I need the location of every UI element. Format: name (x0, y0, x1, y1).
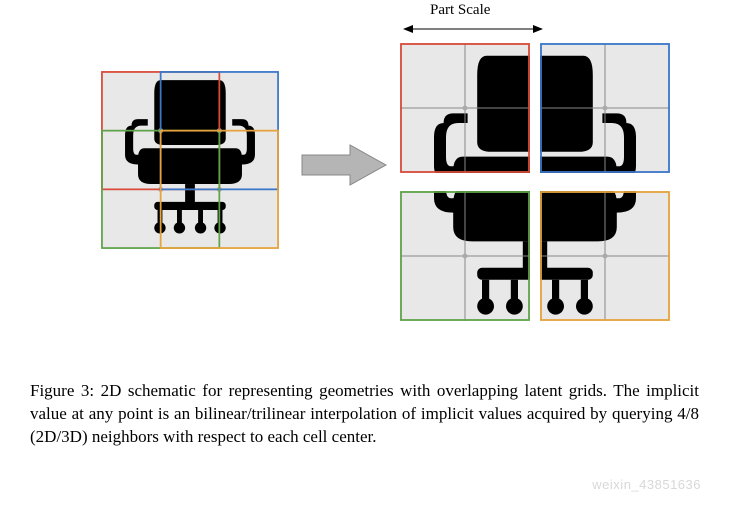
caption-body: 2D schematic for representing geometries… (30, 381, 699, 446)
transition-arrow (300, 143, 390, 187)
panel-tr (540, 43, 670, 173)
part-scale-label: Part Scale (430, 2, 490, 19)
watermark: weixin_43851636 (592, 477, 701, 492)
part-scale-arrow (403, 22, 543, 36)
panel-tl (400, 43, 530, 173)
panel-br (540, 191, 670, 321)
caption-label: Figure 3: (30, 381, 94, 400)
panel-bl (400, 191, 530, 321)
figure-caption: Figure 3: 2D schematic for representing … (30, 380, 699, 449)
left-grid (100, 70, 280, 250)
right-grids (400, 43, 672, 333)
figure-area: Part Scale (0, 0, 729, 360)
